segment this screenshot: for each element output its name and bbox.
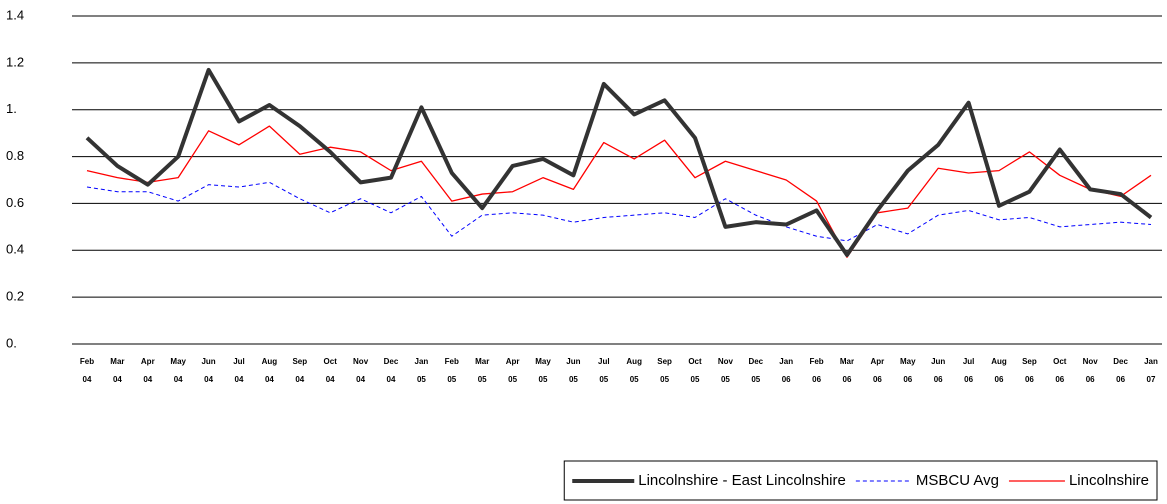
y-tick-label: 1.4 bbox=[6, 7, 24, 22]
x-tick-label: Mar 05 bbox=[475, 357, 489, 384]
x-tick-label: Apr 06 bbox=[871, 357, 885, 384]
x-tick-label: Aug 06 bbox=[991, 357, 1007, 384]
x-tick-label: Nov 04 bbox=[353, 357, 369, 384]
series-line bbox=[86, 181, 1152, 242]
x-tick-label: Jan 07 bbox=[1144, 357, 1158, 384]
x-tick-label: Oct 06 bbox=[1053, 357, 1067, 384]
x-tick-label: Sep 05 bbox=[657, 357, 672, 384]
x-tick-label: May 05 bbox=[535, 357, 551, 384]
x-tick-label: Feb 04 bbox=[80, 357, 94, 384]
x-tick-label: Oct 05 bbox=[688, 357, 702, 384]
x-tick-label: Sep 06 bbox=[1022, 357, 1037, 384]
x-tick-label: Nov 05 bbox=[718, 357, 734, 384]
series-line bbox=[85, 67, 1153, 257]
x-tick-label: Jun 04 bbox=[201, 357, 215, 384]
x-tick-label: Aug 04 bbox=[262, 357, 278, 384]
x-tick-label: Jun 06 bbox=[931, 357, 945, 384]
y-tick-label: 0.8 bbox=[6, 148, 24, 163]
y-tick-label: 1.2 bbox=[6, 54, 24, 69]
x-tick-label: Apr 05 bbox=[506, 357, 520, 384]
x-tick-label: Oct 04 bbox=[324, 357, 338, 384]
x-tick-label: Jul 06 bbox=[963, 357, 975, 384]
x-tick-label: Dec 05 bbox=[748, 357, 763, 384]
x-tick-label: Sep 04 bbox=[292, 357, 307, 384]
legend-label: Lincolnshire bbox=[1069, 472, 1149, 489]
x-tick-label: Mar 06 bbox=[840, 357, 854, 384]
y-tick-label: 1. bbox=[6, 101, 17, 116]
y-tick-label: 0.4 bbox=[6, 242, 24, 257]
y-tick-label: 0.2 bbox=[6, 289, 24, 304]
x-tick-label: Apr 04 bbox=[141, 357, 155, 384]
x-tick-label: Feb 06 bbox=[809, 357, 823, 384]
x-tick-label: Jan 06 bbox=[779, 357, 793, 384]
x-tick-label: May 06 bbox=[900, 357, 916, 384]
legend-label: Lincolnshire - East Lincolnshire bbox=[638, 472, 846, 489]
x-tick-label: Mar 04 bbox=[110, 357, 124, 384]
legend-label: MSBCU Avg bbox=[916, 472, 999, 489]
y-tick-label: 0. bbox=[6, 335, 17, 350]
x-tick-label: Dec 06 bbox=[1113, 357, 1128, 384]
x-tick-label: Nov 06 bbox=[1083, 357, 1099, 384]
y-tick-label: 0.6 bbox=[6, 195, 24, 210]
series-line bbox=[86, 125, 1152, 258]
x-tick-label: Jun 05 bbox=[566, 357, 580, 384]
x-tick-label: Jan 05 bbox=[415, 357, 429, 384]
x-tick-label: Feb 05 bbox=[445, 357, 459, 384]
x-tick-label: Aug 05 bbox=[626, 357, 642, 384]
x-tick-label: Jul 05 bbox=[598, 357, 610, 384]
x-tick-label: May 04 bbox=[170, 357, 186, 384]
x-tick-label: Dec 04 bbox=[384, 357, 399, 384]
x-tick-label: Jul 04 bbox=[233, 357, 245, 384]
